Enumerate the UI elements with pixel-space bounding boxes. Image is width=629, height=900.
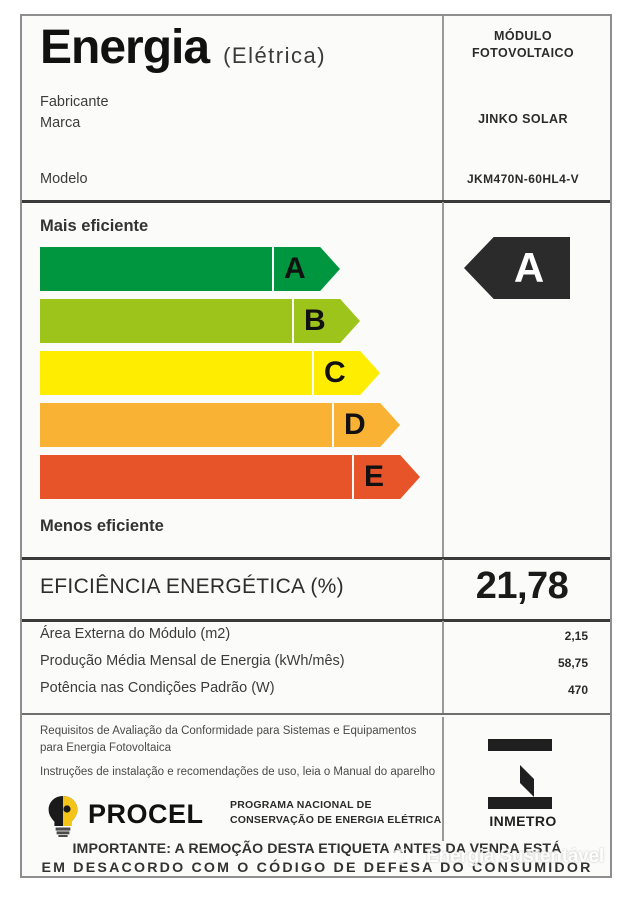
bar-tip: E — [354, 455, 420, 499]
efficiency-bar-a: A — [40, 247, 432, 291]
bar-body — [40, 455, 352, 499]
efficiency-bar-d: D — [40, 403, 432, 447]
lightbulb-icon — [48, 796, 78, 837]
scale-bottom-rule — [22, 557, 610, 560]
specs-column-divider — [442, 621, 444, 715]
requirements-line-1: Requisitos de Avaliação da Conformidade … — [40, 725, 417, 755]
page-subtitle: (Elétrica) — [223, 43, 327, 68]
scale-column-divider — [442, 202, 444, 559]
spec-row: Potência nas Condições Padrão (W) 470 — [22, 677, 610, 704]
header-bottom-rule — [22, 200, 610, 203]
spec-value: 470 — [567, 683, 588, 697]
inmetro-logo-block: INMETRO — [442, 731, 610, 841]
header-left-column: Energia (Elétrica) Fabricante Marca — [40, 24, 440, 134]
inmetro-wordmark: INMETRO — [489, 813, 557, 829]
efficiency-value-row: EFICIÊNCIA ENERGÉTICA (%) 21,78 — [22, 559, 610, 621]
requirements-text: Requisitos de Avaliação da Conformidade … — [40, 723, 436, 787]
model-label: Modelo — [40, 171, 88, 187]
spec-name: Potência nas Condições Padrão (W) — [40, 680, 275, 696]
procel-tagline: PROGRAMA NACIONAL DE CONSERVAÇÃO DE ENER… — [230, 799, 442, 827]
bar-body — [40, 247, 272, 291]
bar-tip: B — [294, 299, 360, 343]
efficiency-bar-e: E — [40, 455, 432, 499]
watermark: Energia Sustentável — [385, 844, 604, 870]
spec-value: 2,15 — [564, 629, 588, 643]
bar-tip: A — [274, 247, 340, 291]
spec-value: 58,75 — [557, 656, 588, 670]
efficiency-value: 21,78 — [475, 565, 569, 607]
bar-letter: E — [364, 460, 385, 493]
bar-letter: D — [344, 408, 366, 441]
manufacturer-block: Fabricante Marca — [40, 92, 440, 134]
bar-tip: D — [334, 403, 400, 447]
header-right-column: MÓDULO FOTOVOLTAICO JINKO SOLAR JKM470N-… — [442, 16, 610, 202]
efficiency-bar-c: C — [40, 351, 432, 395]
requirements-line-2: Instruções de instalação e recomendações… — [40, 765, 436, 778]
bar-tip: C — [314, 351, 380, 395]
procel-wordmark: PROCEL — [88, 799, 204, 829]
bar-body — [40, 299, 292, 343]
warning-text: IMPORTANTE: A REMOÇÃO DESTA ETIQUETA ANT… — [34, 840, 600, 877]
spec-name: Área Externa do Módulo (m2) — [40, 626, 231, 642]
bar-body — [40, 351, 312, 395]
most-efficient-label: Mais eficiente — [40, 217, 149, 235]
spec-row: Área Externa do Módulo (m2) 2,15 — [22, 623, 610, 650]
bar-letter: C — [324, 356, 346, 389]
leaf-swirl-icon — [388, 848, 413, 868]
footer-column-divider — [442, 717, 444, 841]
watermark-text: Energia Sustentável — [426, 846, 604, 867]
specifications-table: Área Externa do Módulo (m2) 2,15 Produção … — [22, 623, 610, 715]
efficiency-bar-b: B — [40, 299, 432, 343]
bar-letter: A — [284, 252, 306, 285]
efficiency-bottom-rule — [22, 619, 610, 622]
product-type-value: MÓDULO FOTOVOLTAICO — [471, 29, 575, 60]
brand-value: JINKO SOLAR — [478, 112, 568, 126]
efficiency-label: EFICIÊNCIA ENERGÉTICA (%) — [40, 575, 344, 598]
model-value: JKM470N-60HL4-V — [466, 172, 580, 186]
bar-body — [40, 403, 332, 447]
spec-row: Produção Média Mensal de Energia (kWh/mê… — [22, 650, 610, 677]
manufacturer-label: Fabricante — [40, 94, 109, 110]
procel-logo-block: PROCEL PROGRAMA NACIONAL DE CONSERVAÇÃO … — [40, 795, 441, 841]
least-efficient-label: Menos eficiente — [40, 517, 164, 535]
spec-name: Produção Média Mensal de Energia (kWh/mê… — [40, 653, 345, 669]
energia-title-row: Energia (Elétrica) — [40, 24, 440, 72]
brand-label: Marca — [40, 115, 81, 132]
specs-bottom-rule — [22, 713, 610, 715]
rating-badge-cell: A — [442, 205, 610, 557]
page-title: Energia — [40, 21, 210, 74]
warning-line-1: IMPORTANTE: A REMOÇÃO DESTA ETIQUETA ANT… — [72, 841, 562, 857]
rating-badge: A — [464, 237, 570, 299]
warning-line-2: EM DESACORDO COM O CÓDIGO DE DEFESA DO C… — [41, 860, 593, 877]
label-footer: Requisitos de Avaliação da Conformidade … — [22, 717, 610, 876]
energy-efficiency-label: Energia (Elétrica) Fabricante Marca Mode… — [20, 14, 612, 878]
bar-letter: B — [304, 304, 326, 337]
inmetro-icon — [488, 739, 552, 809]
label-header: Energia (Elétrica) Fabricante Marca Mode… — [22, 16, 610, 203]
rating-badge-letter: A — [513, 244, 545, 291]
efficiency-column-divider — [442, 559, 444, 621]
header-column-divider — [442, 16, 444, 202]
